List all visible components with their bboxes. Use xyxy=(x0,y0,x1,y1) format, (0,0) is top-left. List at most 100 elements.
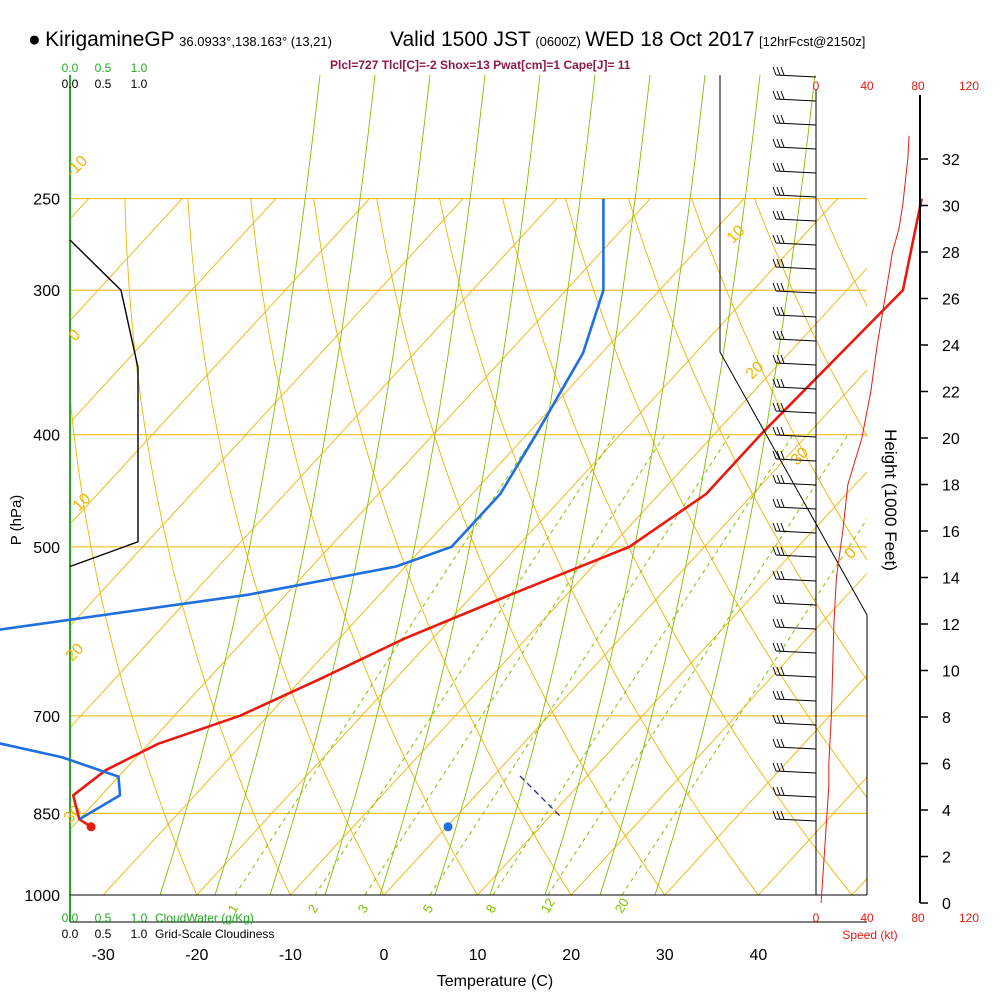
wind-barb xyxy=(775,218,817,222)
cloudiness-title: Grid-Scale Cloudiness xyxy=(155,927,274,941)
moist-adiabat-line xyxy=(214,75,376,895)
wind-barb xyxy=(775,290,817,294)
wind-barb-flag xyxy=(772,762,777,772)
isotherm-label: 10 xyxy=(724,222,749,247)
wind-barb-flag xyxy=(780,90,785,100)
height-tick-label: 20 xyxy=(942,431,960,448)
wind-barb-flag xyxy=(776,234,781,244)
wind-barb-flag xyxy=(780,522,785,532)
x-tick-label: -10 xyxy=(279,947,302,964)
speed-axis-title: Speed (kt) xyxy=(842,928,897,942)
wind-barb-flag xyxy=(772,738,777,748)
wind-barb-flag xyxy=(776,546,781,556)
wind-barb-flag xyxy=(780,618,785,628)
x-tick-label: -30 xyxy=(92,947,115,964)
isotherm-line xyxy=(758,776,867,895)
x-tick-label: 10 xyxy=(469,947,487,964)
station-coords: 36.0933°,138.163° (13,21) xyxy=(179,34,332,49)
wind-barb-flag xyxy=(776,210,781,220)
moist-adiabat-line xyxy=(159,75,321,895)
station-header: ● KirigamineGP 36.0933°,138.163° (13,21) xyxy=(28,28,332,52)
wind-barb-flag xyxy=(776,330,781,340)
y-tick-label: 400 xyxy=(33,428,60,445)
wind-barb xyxy=(775,362,817,366)
isotherm-label: -10 xyxy=(63,152,91,180)
wind-barb-flag xyxy=(776,690,781,700)
wind-barb-flag xyxy=(780,762,785,772)
wind-barb xyxy=(775,506,817,510)
height-tick-label: 30 xyxy=(942,199,960,216)
wind-barb-flag xyxy=(772,282,777,292)
wind-barb-flag xyxy=(780,642,785,652)
wind-barb-flag xyxy=(780,258,785,268)
height-tick-label: 12 xyxy=(942,617,960,634)
wind-barb-flag xyxy=(772,402,777,412)
parcel-path xyxy=(519,775,563,819)
wind-barb-flag xyxy=(776,738,781,748)
x-tick-label: -20 xyxy=(185,947,208,964)
wind-barb-flag xyxy=(780,594,785,604)
isotherm-line xyxy=(70,198,183,322)
speed-bottom-tick: 0 xyxy=(813,911,820,925)
wind-barb-flag xyxy=(780,450,785,460)
wind-barb-flag xyxy=(772,306,777,316)
wind-barb xyxy=(775,314,817,318)
wind-barb xyxy=(775,170,817,174)
moist-adiabat-line xyxy=(489,75,651,895)
wind-barb xyxy=(775,818,817,822)
moist-adiabat-line xyxy=(269,75,431,895)
y-tick-label: 850 xyxy=(33,806,60,823)
wind-barb-flag xyxy=(780,546,785,556)
isotherm-line xyxy=(70,198,651,831)
x-axis-title: Temperature (C) xyxy=(437,973,553,990)
isotherm-line xyxy=(664,674,867,895)
wind-barb xyxy=(775,386,817,390)
wind-barb-flag xyxy=(776,306,781,316)
wind-barb-flag xyxy=(780,714,785,724)
wind-barb xyxy=(775,578,817,582)
wind-barb-flag xyxy=(780,66,785,76)
mixing-ratio-line xyxy=(364,434,666,895)
wind-barb xyxy=(775,98,817,102)
wind-barb-flag xyxy=(776,282,781,292)
isotherm-line xyxy=(70,198,277,424)
wind-barb-flag xyxy=(780,162,785,172)
wind-barb-flag xyxy=(776,570,781,580)
temperature-line xyxy=(71,198,923,828)
moist-adiabat-line xyxy=(379,75,541,895)
isotherm-line xyxy=(477,471,867,895)
wind-barb-flag xyxy=(772,570,777,580)
wind-barb-flag xyxy=(772,138,777,148)
y-tick-label: 250 xyxy=(33,192,60,209)
wind-barb xyxy=(775,266,817,270)
wind-barb-flag xyxy=(772,714,777,724)
cloudwater-bottom-tick: 0.5 xyxy=(95,911,112,925)
mixing-ratio-label: 20 xyxy=(612,895,632,915)
height-tick-label: 28 xyxy=(942,245,960,262)
y-tick-label: 700 xyxy=(33,709,60,726)
dewpoint-line xyxy=(0,198,605,821)
dry-adiabat-line xyxy=(376,198,666,895)
wind-barb-flag xyxy=(776,618,781,628)
wind-barb xyxy=(775,338,817,342)
wind-barb xyxy=(775,146,817,150)
wind-barb-flag xyxy=(776,450,781,460)
dry-adiabat-line xyxy=(565,198,867,799)
wind-barb-flag xyxy=(780,690,785,700)
y-tick-label: 300 xyxy=(33,283,60,300)
wind-barb xyxy=(775,674,817,678)
wind-barb xyxy=(775,626,817,630)
wind-barb-flag xyxy=(776,810,781,820)
stability-indices: Plcl=727 Tlcl[C]=-2 Shox=13 Pwat[cm]=1 C… xyxy=(330,58,631,72)
wind-barb-flag xyxy=(772,426,777,436)
height-tick-label: 14 xyxy=(942,571,960,588)
wind-barb xyxy=(775,410,817,414)
wind-barb xyxy=(775,194,817,198)
valid-time: Valid 1500 JST (0600Z) WED 18 Oct 2017 [… xyxy=(390,28,865,52)
wind-barb-flag xyxy=(772,162,777,172)
valid-zulu: (0600Z) xyxy=(535,34,581,49)
wind-barb-flag xyxy=(772,234,777,244)
isotherm-line xyxy=(70,198,557,729)
height-tick-label: 0 xyxy=(942,896,951,913)
